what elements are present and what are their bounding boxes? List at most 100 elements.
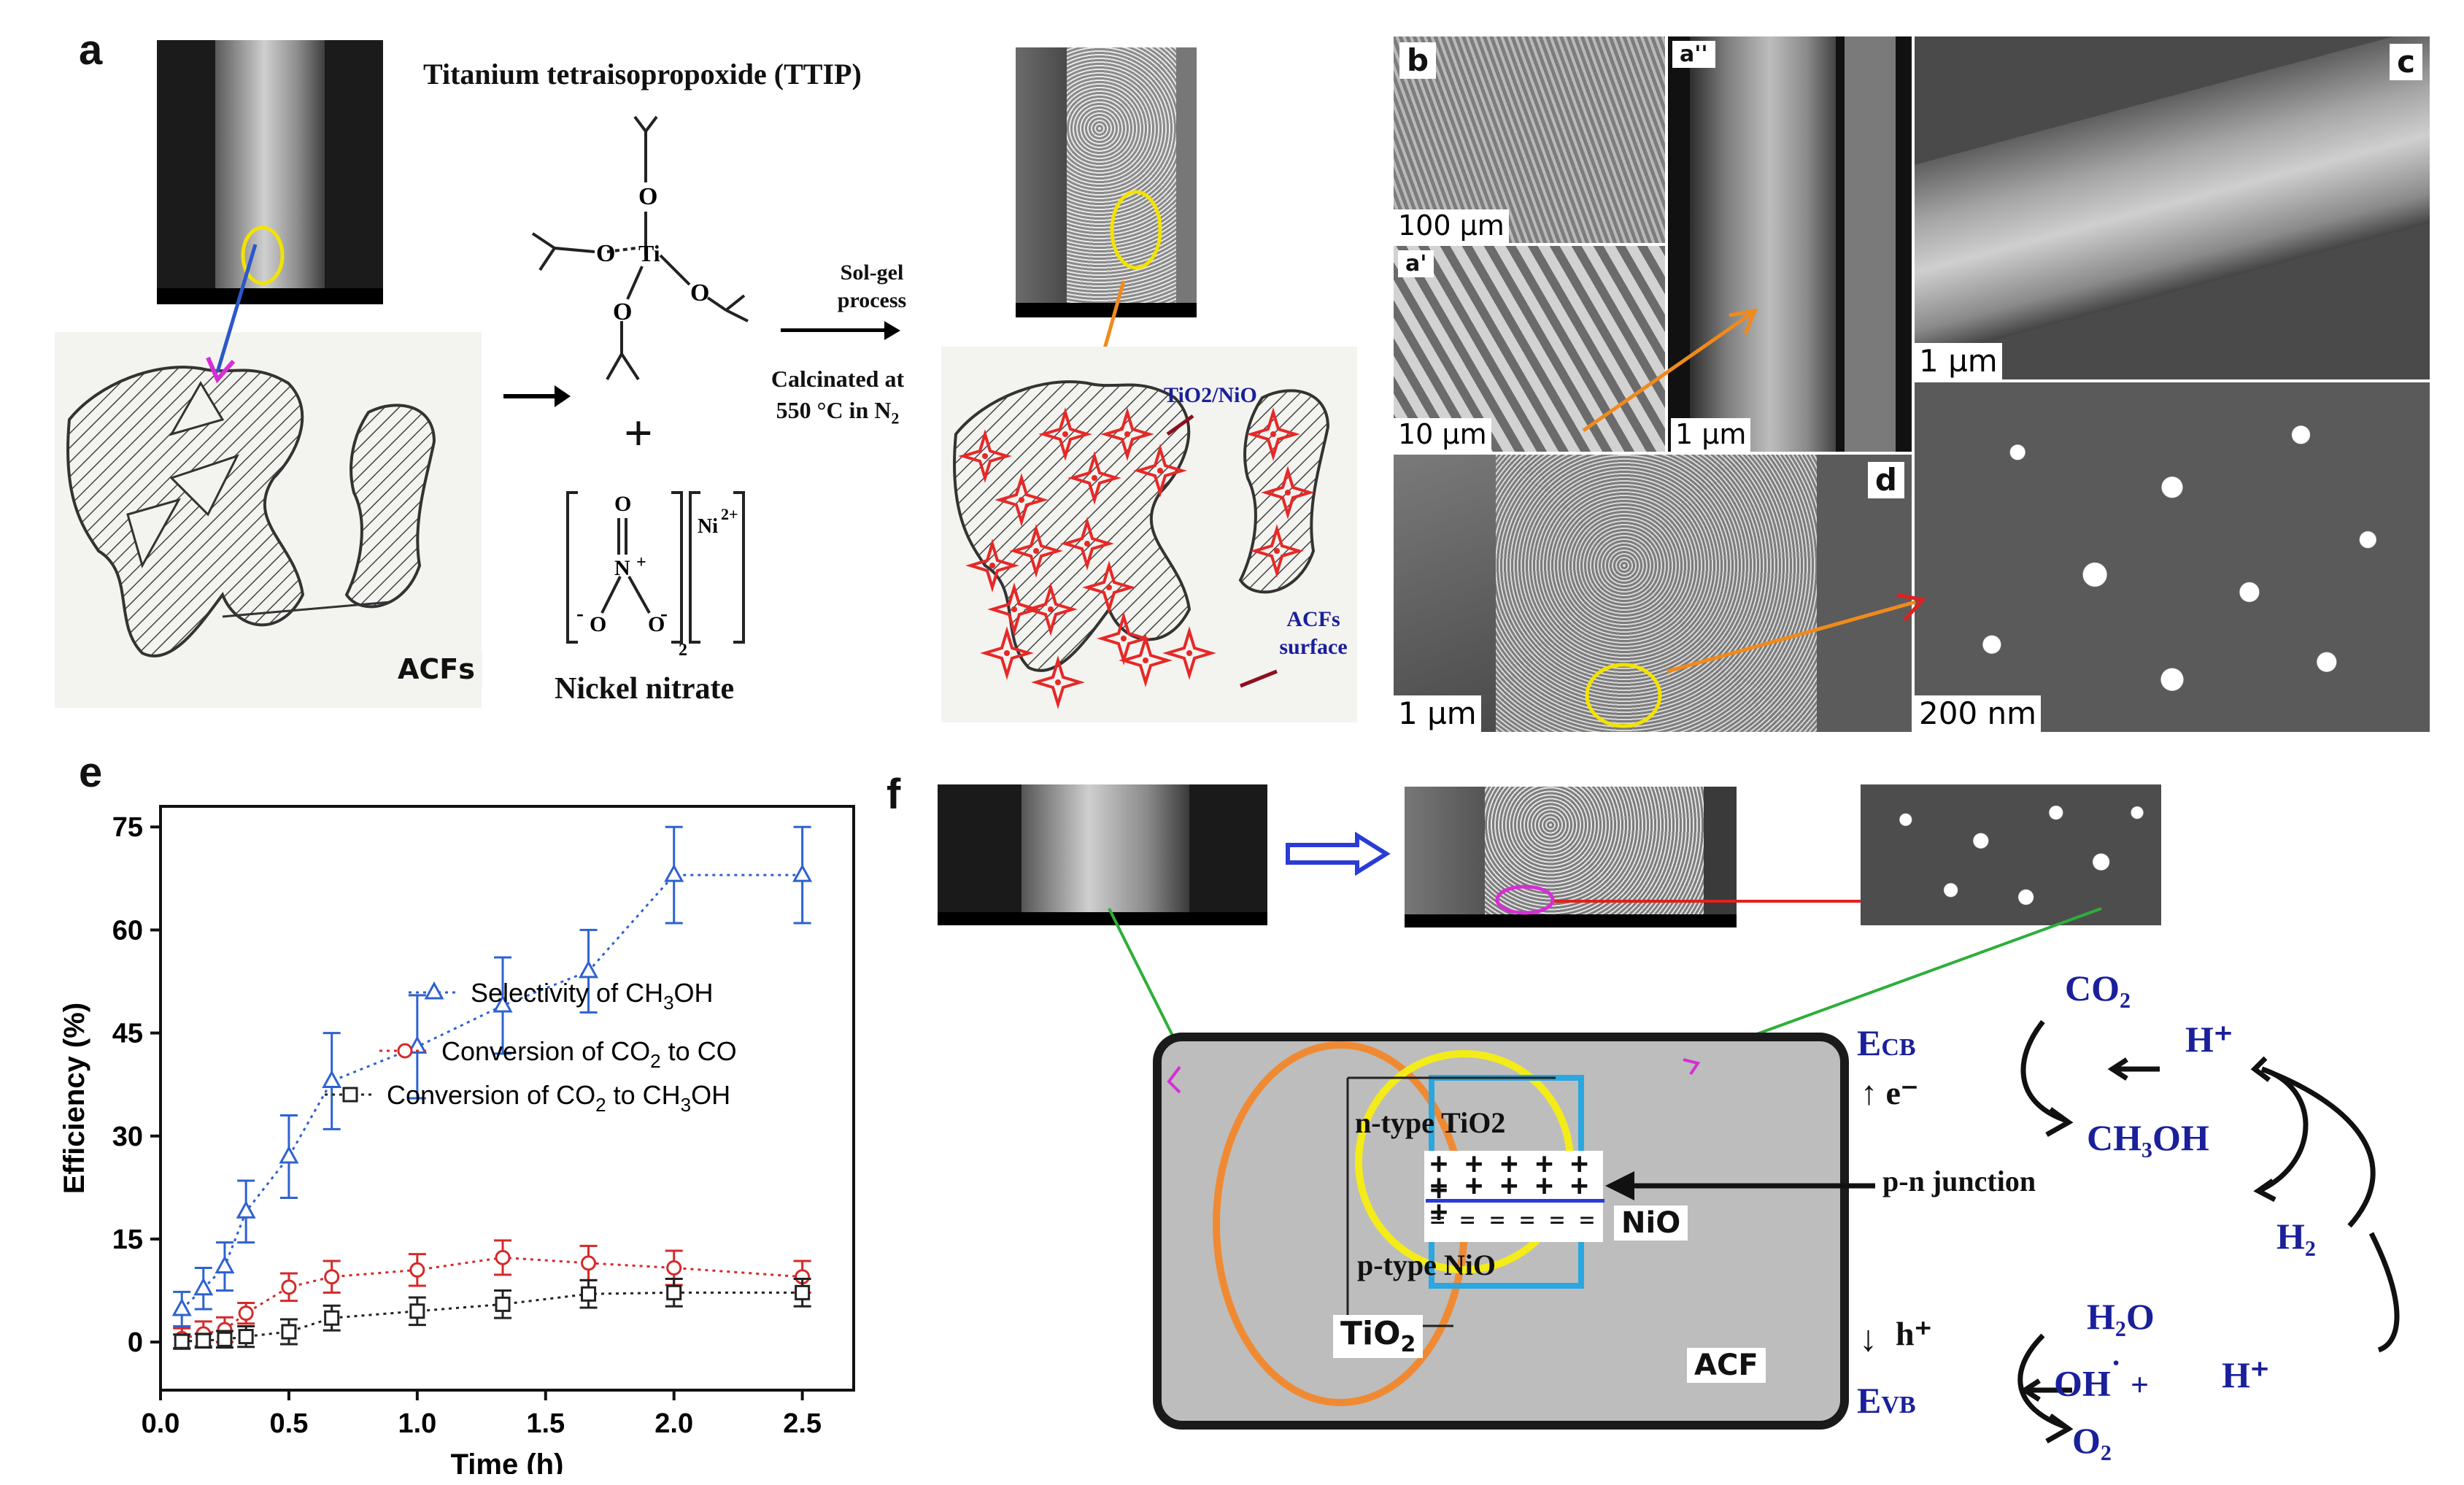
nitrate-plus: + bbox=[636, 553, 646, 572]
ttip-ti: Ti bbox=[638, 240, 660, 266]
n-type-label: n-type TiO2 bbox=[1355, 1106, 1506, 1139]
panel-d-zoom-scale: 200 nm bbox=[1915, 695, 2042, 732]
nitrate-minus-right: - bbox=[660, 601, 668, 625]
y-tick-label: 60 bbox=[112, 915, 143, 946]
nitrate-o-top: O bbox=[614, 492, 631, 516]
ttip-o-right: O bbox=[690, 279, 709, 306]
arrow-a-prime-to-a-double-prime bbox=[1582, 308, 1758, 433]
nitrate-minus-left: - bbox=[576, 601, 584, 625]
x-tick-label: 0.0 bbox=[142, 1408, 180, 1439]
evb-sub: VB bbox=[1881, 1392, 1916, 1419]
series-line-square bbox=[182, 1291, 803, 1343]
data-point-square bbox=[795, 1284, 811, 1300]
sem-f-coated bbox=[1405, 787, 1737, 927]
hole-arrow: ↓ bbox=[1859, 1318, 1877, 1359]
legend-text-part: OH bbox=[674, 978, 714, 1008]
panel-c-letter: c bbox=[2390, 44, 2422, 81]
o2-label: O₂ bbox=[2072, 1420, 2112, 1461]
panel-d-scale: 1 µm bbox=[1394, 695, 1481, 732]
nio-label: NiO bbox=[1614, 1206, 1688, 1241]
legend-text-part: 3 bbox=[663, 992, 673, 1014]
data-point-circle bbox=[281, 1279, 297, 1295]
co2-label: CO₂ bbox=[2065, 968, 2131, 1008]
x-tick-label: 2.0 bbox=[654, 1408, 693, 1439]
calcination-label: Calcinated at 550 °C in N2 bbox=[765, 363, 911, 429]
data-point-triangle bbox=[215, 1255, 235, 1274]
data-point-triangle bbox=[493, 994, 513, 1013]
tio2-nio-label: TiO2/NiO bbox=[1164, 383, 1257, 407]
ecb-sub: CB bbox=[1881, 1034, 1916, 1061]
h-plus-top-label: H⁺ bbox=[2185, 1019, 2233, 1060]
legend-entry: Conversion of CO2 to CO bbox=[441, 1036, 737, 1072]
y-tick-label: 75 bbox=[112, 812, 143, 843]
tio2-sub: 2 bbox=[1400, 1331, 1416, 1357]
data-point-triangle bbox=[792, 864, 813, 882]
data-point-triangle bbox=[193, 1277, 214, 1296]
calcination-text: Calcinated at 550 °C in N bbox=[771, 366, 905, 424]
p-type-label: p-type NiO bbox=[1357, 1249, 1496, 1281]
ttip-molecule: O O Ti O O bbox=[531, 115, 749, 381]
oh-label: OH˙ + bbox=[2054, 1354, 2149, 1405]
h2-label: H₂ bbox=[2276, 1216, 2316, 1257]
data-point-triangle bbox=[407, 1035, 428, 1054]
ni-ion: Ni bbox=[698, 515, 718, 538]
legend-marker-square bbox=[342, 1087, 358, 1103]
data-point-circle bbox=[495, 1249, 511, 1265]
data-point-triangle bbox=[236, 1200, 256, 1219]
ch3oh-label: CH₃OH bbox=[2087, 1117, 2209, 1158]
pn-schematic: n-type TiO2 + + + + + + + + + + + + = = … bbox=[1153, 1033, 1849, 1430]
data-point-triangle bbox=[171, 1297, 192, 1316]
arrow-blue-sem-to-sketch bbox=[206, 244, 258, 384]
sem-grid: b 100 µm a' 10 µm a'' 1 µm c 1 µm d 1 µm… bbox=[1394, 36, 2430, 732]
data-point-circle bbox=[581, 1255, 597, 1271]
nitrate-o-right: O bbox=[648, 612, 665, 636]
y-axis-label: Efficiency (%) bbox=[58, 1003, 90, 1194]
sem-coated-fiber bbox=[1016, 47, 1197, 317]
data-point-triangle bbox=[664, 864, 684, 882]
series-line-circle bbox=[181, 1256, 803, 1340]
hole-label: h⁺ bbox=[1896, 1315, 1932, 1352]
data-point-square bbox=[324, 1310, 340, 1326]
legend-text-part: 2 bbox=[595, 1094, 606, 1116]
acfs-surface-label: ACFs surface bbox=[1279, 607, 1348, 659]
legend-entry: Conversion of CO2 to CH3OH bbox=[387, 1080, 730, 1116]
arrow-d-to-zoom bbox=[1667, 593, 1926, 674]
ttip-o-top: O bbox=[638, 183, 657, 210]
hollow-arrow bbox=[1286, 832, 1391, 876]
legend-text-part: to CO bbox=[661, 1036, 737, 1066]
tio2-label: TiO2 bbox=[1333, 1315, 1424, 1358]
plus-sign: + bbox=[624, 406, 653, 462]
ni-charge: 2+ bbox=[721, 505, 738, 523]
reaction-arrow-1 bbox=[503, 394, 562, 398]
evb-label: EVB bbox=[1857, 1379, 1916, 1422]
data-point-triangle bbox=[579, 960, 599, 979]
panel-a-letter: a bbox=[79, 26, 103, 74]
legend-text-part: Selectivity of CH bbox=[471, 978, 663, 1008]
h-plus-bottom-label: H⁺ bbox=[2222, 1354, 2270, 1395]
legend-text-part: OH bbox=[691, 1080, 730, 1110]
sem-f-zoom bbox=[1861, 784, 2161, 925]
oh-plus: + bbox=[2130, 1367, 2150, 1403]
pn-junction-arrow bbox=[1605, 1171, 1875, 1200]
panel-a-double-prime-letter: a'' bbox=[1672, 41, 1715, 68]
redox-arrows bbox=[2017, 1019, 2400, 1444]
acfs-label: ACFs bbox=[390, 653, 482, 687]
data-point-circle bbox=[324, 1269, 340, 1285]
legend-marker-triangle bbox=[424, 981, 444, 1000]
panel-b-scale: 100 µm bbox=[1394, 209, 1509, 243]
pn-junction-label: p-n junction bbox=[1882, 1165, 2036, 1197]
x-tick-label: 2.5 bbox=[783, 1408, 822, 1439]
acf-sketch: ACFs bbox=[55, 332, 482, 708]
data-point-square bbox=[666, 1284, 682, 1300]
sem-panel-a-double-prime: a'' 1 µm bbox=[1668, 36, 1912, 452]
h2o-label: H₂O bbox=[2087, 1296, 2155, 1337]
plot-frame bbox=[159, 805, 855, 1392]
panel-a-double-prime-scale: 1 µm bbox=[1671, 418, 1751, 452]
nickel-nitrate-structure: O N + O O - - 2 Ni 2+ bbox=[566, 491, 745, 657]
legend-text-part: to CH bbox=[606, 1080, 681, 1110]
legend-text-part: Conversion of CO bbox=[387, 1080, 595, 1110]
sem-panel-b: b 100 µm bbox=[1394, 36, 1665, 243]
panel-b-letter: b bbox=[1399, 42, 1437, 80]
nickel-nitrate-label: Nickel nitrate bbox=[555, 672, 735, 706]
ttip-o-left: O bbox=[596, 240, 615, 267]
